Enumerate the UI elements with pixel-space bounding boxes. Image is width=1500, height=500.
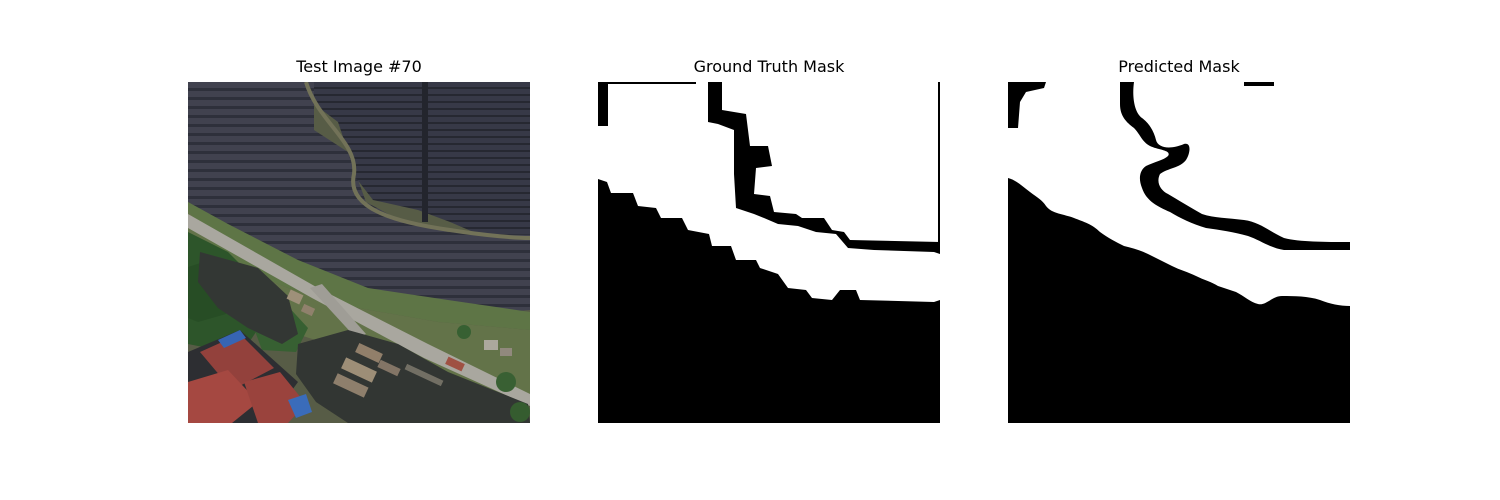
- test-image-title: Test Image #70: [296, 57, 422, 76]
- ground-truth-mask: [598, 82, 940, 423]
- predicted-mask-title: Predicted Mask: [1118, 57, 1240, 76]
- predicted-mask: [1008, 82, 1350, 423]
- test-image: [188, 82, 530, 423]
- ground-truth-mask-title: Ground Truth Mask: [693, 57, 845, 76]
